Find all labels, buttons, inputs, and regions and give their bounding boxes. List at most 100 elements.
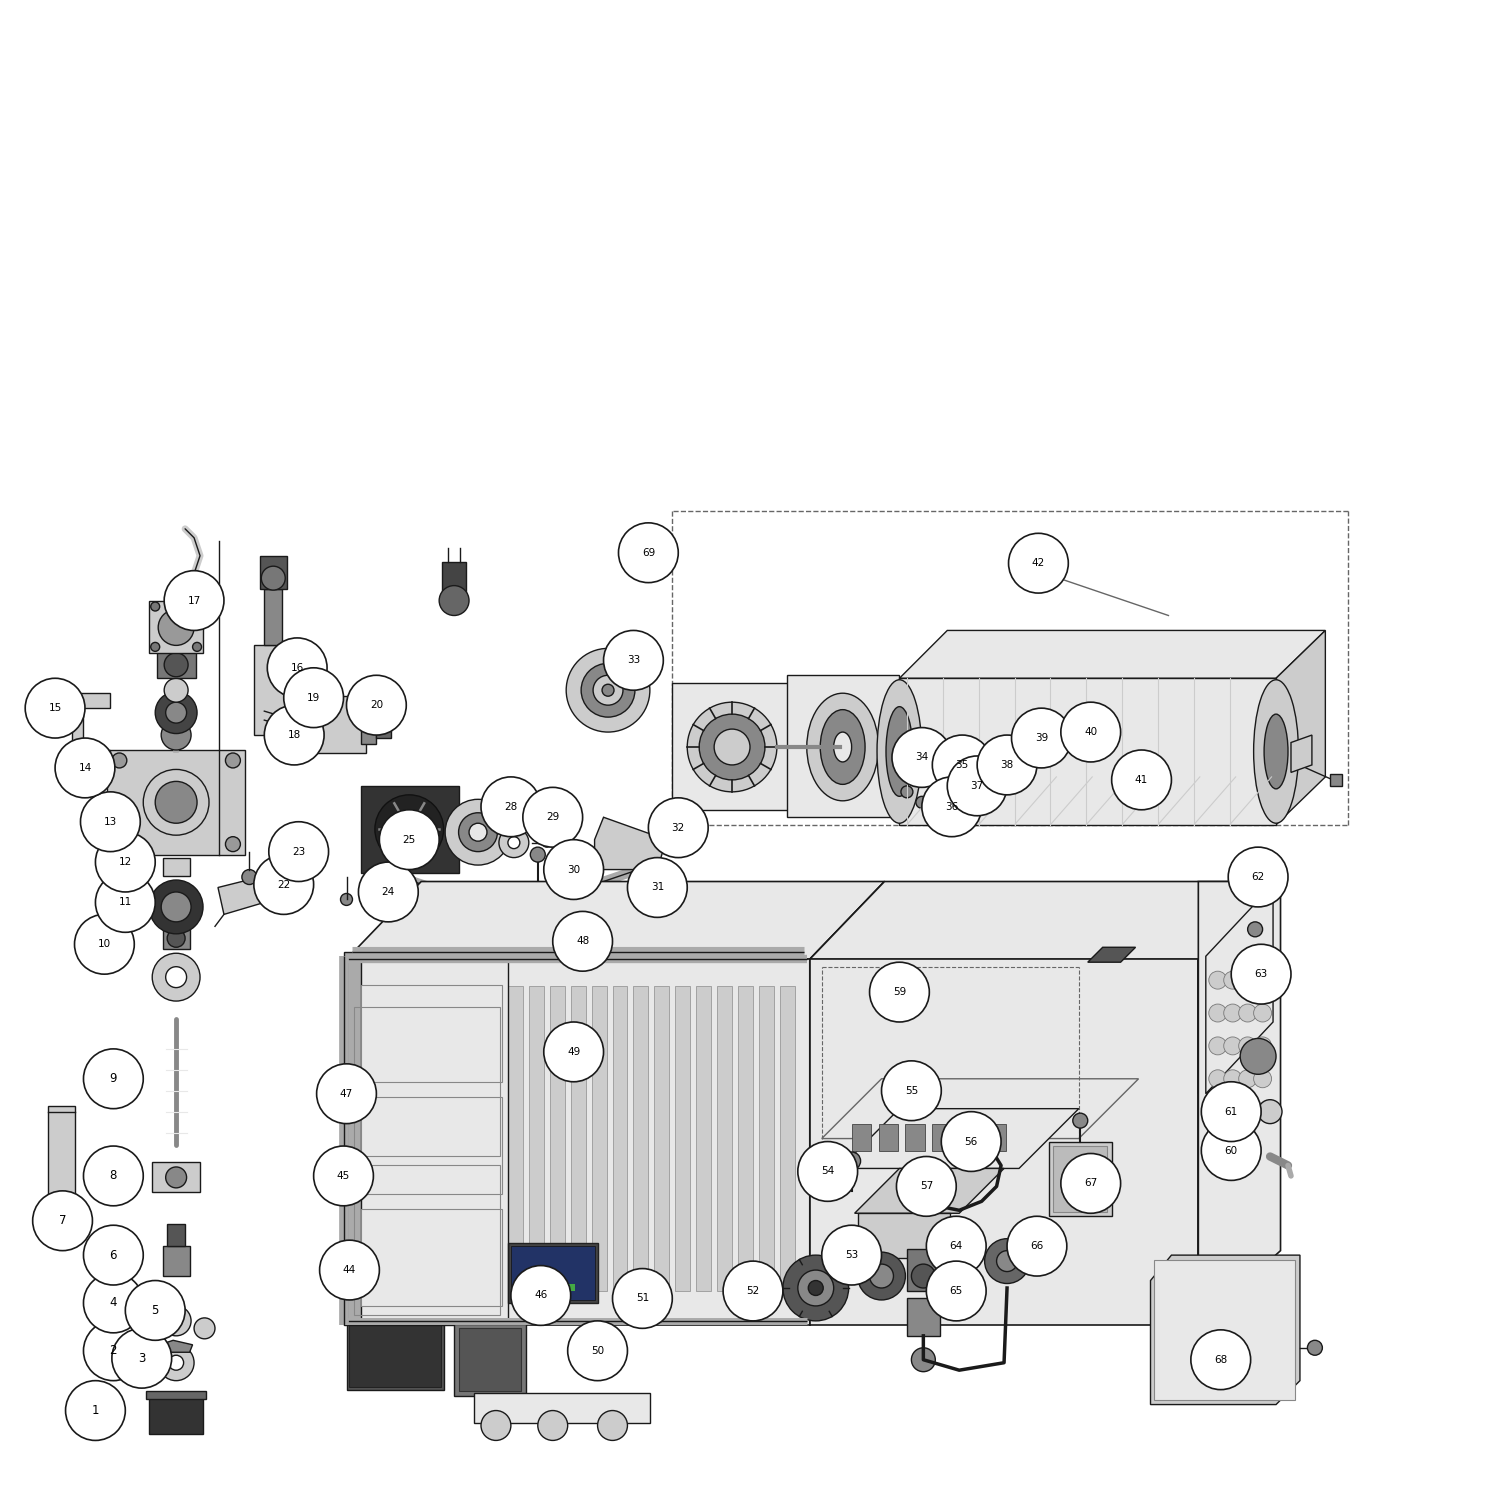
Circle shape	[500, 828, 530, 858]
Bar	[512, 1246, 594, 1300]
Circle shape	[314, 1146, 374, 1206]
Text: 66: 66	[1030, 1240, 1044, 1251]
Polygon shape	[509, 986, 524, 1292]
Ellipse shape	[878, 680, 922, 824]
Bar	[958, 1124, 978, 1150]
Bar	[362, 1209, 502, 1306]
Circle shape	[150, 642, 159, 651]
Text: 3: 3	[138, 1352, 146, 1365]
Circle shape	[242, 870, 256, 885]
Text: 61: 61	[1224, 1107, 1238, 1116]
Text: 55: 55	[904, 1086, 918, 1095]
Circle shape	[1228, 962, 1250, 982]
Text: 10: 10	[98, 939, 111, 950]
Bar	[454, 1324, 526, 1395]
Text: 53: 53	[844, 1250, 858, 1260]
Text: 5: 5	[152, 1304, 159, 1317]
Bar	[152, 1162, 200, 1192]
Circle shape	[375, 795, 444, 864]
Circle shape	[96, 833, 154, 892]
Polygon shape	[633, 986, 648, 1292]
Circle shape	[597, 1410, 627, 1440]
Circle shape	[580, 663, 634, 717]
Polygon shape	[1150, 1256, 1300, 1404]
Bar	[908, 1299, 940, 1336]
Circle shape	[524, 788, 582, 847]
Polygon shape	[654, 986, 669, 1292]
Circle shape	[1248, 952, 1263, 966]
Text: 42: 42	[1032, 558, 1046, 568]
Text: 18: 18	[288, 730, 302, 740]
Polygon shape	[810, 882, 1274, 959]
Circle shape	[927, 807, 939, 819]
Circle shape	[482, 1410, 512, 1440]
Bar	[260, 555, 286, 588]
Polygon shape	[346, 958, 810, 1326]
Polygon shape	[717, 986, 732, 1292]
Circle shape	[1191, 1330, 1251, 1389]
Text: 40: 40	[1084, 728, 1098, 736]
Bar	[549, 1284, 560, 1292]
Circle shape	[512, 1266, 570, 1326]
Circle shape	[148, 880, 202, 934]
Bar	[162, 1246, 189, 1276]
Circle shape	[358, 862, 419, 922]
Text: 39: 39	[1035, 734, 1048, 742]
Circle shape	[267, 638, 327, 698]
Circle shape	[538, 1410, 567, 1440]
Circle shape	[154, 782, 196, 824]
Polygon shape	[570, 986, 585, 1292]
Bar	[879, 1124, 898, 1150]
Circle shape	[948, 756, 1006, 816]
Text: 8: 8	[110, 1170, 117, 1182]
Circle shape	[126, 1281, 184, 1341]
Circle shape	[870, 962, 930, 1022]
Circle shape	[1007, 1216, 1066, 1276]
Circle shape	[922, 777, 981, 837]
Circle shape	[144, 770, 208, 836]
Text: 19: 19	[308, 693, 320, 702]
Circle shape	[1254, 970, 1272, 988]
Bar	[376, 711, 392, 738]
Text: 56: 56	[964, 1137, 978, 1146]
Circle shape	[586, 902, 598, 914]
Bar	[908, 1250, 940, 1292]
Circle shape	[603, 630, 663, 690]
Bar	[158, 892, 194, 922]
Circle shape	[152, 952, 200, 1000]
Ellipse shape	[807, 693, 879, 801]
Circle shape	[1112, 750, 1172, 810]
Text: 47: 47	[340, 1089, 352, 1098]
Circle shape	[531, 847, 546, 862]
Circle shape	[112, 837, 128, 852]
Bar	[354, 1007, 501, 1156]
Circle shape	[927, 1216, 986, 1276]
Circle shape	[112, 1329, 171, 1388]
Circle shape	[566, 648, 650, 732]
Circle shape	[1224, 1004, 1242, 1022]
Bar	[162, 928, 189, 950]
Text: 7: 7	[58, 1215, 66, 1227]
Circle shape	[440, 585, 470, 615]
Polygon shape	[48, 1106, 75, 1246]
Bar	[362, 984, 502, 1082]
Text: 31: 31	[651, 882, 664, 892]
Text: 41: 41	[1136, 776, 1148, 784]
Circle shape	[459, 813, 498, 852]
Circle shape	[96, 873, 154, 933]
Polygon shape	[612, 986, 627, 1292]
Polygon shape	[810, 882, 885, 1326]
Circle shape	[160, 720, 190, 750]
Polygon shape	[810, 958, 1198, 1326]
Bar	[264, 588, 282, 645]
Circle shape	[346, 675, 406, 735]
Text: 11: 11	[118, 897, 132, 908]
Circle shape	[1202, 1082, 1262, 1142]
Polygon shape	[738, 986, 753, 1292]
Text: 13: 13	[104, 816, 117, 827]
Circle shape	[976, 735, 1036, 795]
Polygon shape	[1198, 882, 1274, 1094]
Circle shape	[165, 1167, 186, 1188]
Polygon shape	[855, 1168, 1004, 1214]
Text: 54: 54	[821, 1167, 834, 1176]
